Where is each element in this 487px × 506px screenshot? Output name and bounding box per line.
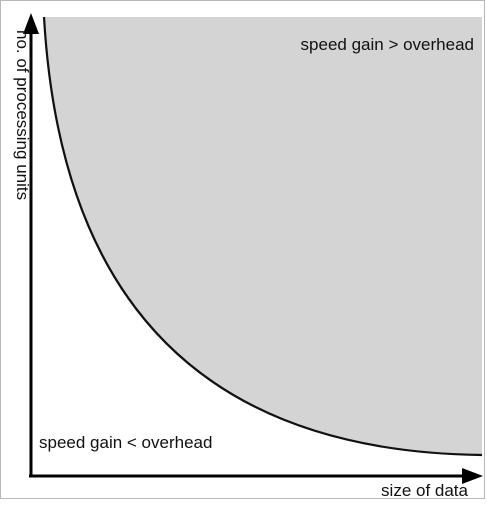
y-axis-arrowhead (23, 13, 39, 34)
boundary-curve (42, 16, 483, 457)
y-axis-label: no. of processing units (13, 30, 32, 200)
upper-region-label: speed gain > overhead (301, 35, 474, 54)
lower-region-label: speed gain < overhead (39, 433, 212, 452)
x-axis-arrowhead (462, 468, 483, 484)
upper-shaded-region (44, 17, 482, 455)
x-axis-label: size of data (381, 481, 468, 500)
